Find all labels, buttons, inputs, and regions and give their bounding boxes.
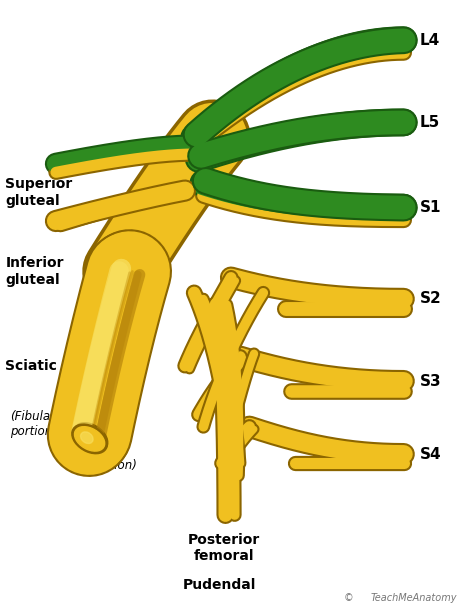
Text: Pudendal: Pudendal (183, 578, 256, 592)
Text: S4: S4 (420, 447, 442, 462)
Text: (Tibial
portion): (Tibial portion) (91, 444, 137, 472)
Text: (Fibular
portion): (Fibular portion) (10, 410, 57, 438)
Text: L4: L4 (420, 33, 440, 48)
Text: S3: S3 (420, 373, 442, 389)
Text: Inferior
gluteal: Inferior gluteal (5, 256, 64, 287)
Ellipse shape (80, 432, 93, 443)
Ellipse shape (74, 423, 108, 451)
Text: S2: S2 (420, 292, 442, 306)
Text: S1: S1 (420, 200, 441, 215)
Ellipse shape (72, 424, 107, 454)
Ellipse shape (77, 425, 105, 449)
Ellipse shape (74, 426, 105, 451)
Text: Superior
gluteal: Superior gluteal (5, 178, 73, 207)
Text: L5: L5 (420, 115, 440, 130)
Text: Sciatic: Sciatic (5, 359, 57, 373)
Text: TeachMeAnatomy: TeachMeAnatomy (370, 593, 457, 603)
Text: ©: © (344, 593, 353, 603)
Text: Posterior
femoral: Posterior femoral (188, 533, 260, 564)
